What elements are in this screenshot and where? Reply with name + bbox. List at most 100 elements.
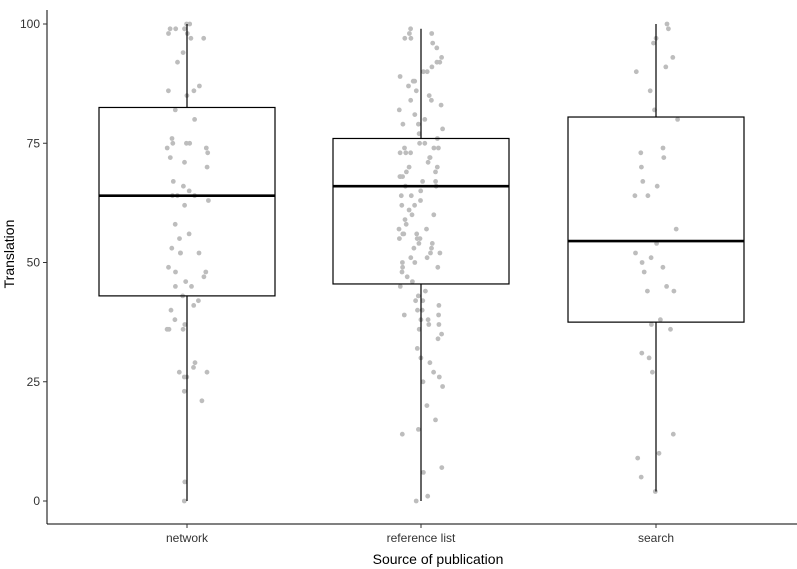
data-point bbox=[434, 45, 440, 51]
data-point bbox=[403, 150, 409, 156]
data-point bbox=[635, 455, 641, 461]
data-point bbox=[192, 360, 198, 366]
data-point bbox=[414, 346, 420, 351]
data-point bbox=[403, 221, 409, 227]
data-point bbox=[173, 269, 178, 275]
data-point bbox=[400, 260, 405, 265]
data-point bbox=[429, 64, 435, 70]
data-point bbox=[183, 279, 189, 284]
iqr-box bbox=[567, 116, 745, 323]
data-point bbox=[416, 427, 421, 432]
data-point bbox=[654, 183, 660, 189]
data-point bbox=[410, 279, 415, 284]
data-point bbox=[426, 322, 432, 327]
data-point bbox=[416, 131, 422, 137]
data-point bbox=[408, 26, 413, 32]
data-point bbox=[196, 250, 202, 256]
data-point bbox=[429, 245, 434, 251]
data-point bbox=[164, 145, 170, 151]
data-point bbox=[436, 145, 441, 151]
data-point bbox=[201, 35, 207, 41]
data-point bbox=[412, 112, 418, 117]
data-point bbox=[186, 188, 192, 194]
data-point bbox=[670, 431, 676, 437]
data-point bbox=[429, 241, 435, 246]
box-search bbox=[567, 24, 745, 492]
data-point bbox=[205, 150, 211, 156]
data-point bbox=[649, 322, 654, 327]
data-point bbox=[172, 107, 178, 113]
data-point bbox=[423, 288, 428, 294]
data-point bbox=[431, 145, 437, 151]
data-point bbox=[433, 179, 438, 184]
data-point bbox=[438, 102, 444, 108]
data-point bbox=[201, 274, 207, 280]
data-point bbox=[408, 193, 414, 199]
data-point bbox=[173, 26, 179, 32]
data-point bbox=[192, 117, 198, 122]
data-point bbox=[632, 193, 638, 199]
data-point bbox=[398, 193, 404, 199]
data-point bbox=[206, 198, 211, 203]
data-point bbox=[668, 326, 673, 332]
data-point bbox=[169, 245, 175, 251]
data-point bbox=[204, 164, 210, 170]
data-point bbox=[422, 140, 428, 146]
data-point bbox=[431, 369, 436, 375]
data-point bbox=[434, 164, 440, 170]
x-axis-title: Source of publication bbox=[373, 551, 504, 567]
data-point bbox=[638, 474, 644, 480]
data-point bbox=[675, 117, 680, 122]
data-point bbox=[182, 159, 187, 165]
data-point bbox=[401, 231, 407, 237]
data-point bbox=[204, 369, 210, 375]
data-point bbox=[666, 26, 671, 32]
data-point bbox=[424, 403, 430, 408]
y-axis-title: Translation bbox=[1, 220, 17, 289]
data-point bbox=[664, 284, 669, 289]
data-point bbox=[184, 140, 189, 146]
box-layer bbox=[98, 24, 745, 501]
data-point bbox=[404, 169, 409, 175]
data-point bbox=[633, 69, 639, 75]
data-point bbox=[166, 88, 171, 94]
data-point bbox=[414, 231, 420, 237]
data-point bbox=[648, 255, 654, 261]
data-point bbox=[203, 269, 209, 275]
data-point bbox=[408, 150, 413, 156]
data-point bbox=[660, 264, 666, 270]
data-point bbox=[413, 298, 418, 304]
data-point bbox=[182, 26, 187, 32]
data-point bbox=[412, 78, 418, 84]
x-tick-label: search bbox=[638, 531, 674, 545]
data-point bbox=[412, 260, 418, 265]
data-point bbox=[670, 55, 676, 60]
data-point bbox=[402, 217, 408, 223]
data-point bbox=[436, 312, 441, 318]
data-point bbox=[639, 164, 644, 170]
data-point bbox=[176, 369, 182, 375]
data-point bbox=[166, 264, 171, 270]
data-point bbox=[187, 140, 193, 146]
data-point bbox=[421, 470, 426, 475]
data-point bbox=[663, 64, 669, 70]
data-point bbox=[188, 35, 194, 41]
data-point bbox=[180, 326, 186, 332]
data-point bbox=[172, 221, 178, 227]
data-point bbox=[420, 179, 425, 184]
data-point bbox=[167, 155, 173, 161]
data-point bbox=[425, 317, 431, 323]
data-point bbox=[408, 255, 414, 261]
data-point bbox=[415, 307, 420, 313]
data-point bbox=[181, 388, 187, 394]
data-point bbox=[166, 31, 171, 36]
data-point bbox=[427, 155, 433, 161]
data-point bbox=[439, 331, 444, 337]
data-point bbox=[404, 274, 410, 280]
data-point bbox=[408, 97, 414, 103]
data-point bbox=[170, 179, 176, 184]
y-tick-label: 50 bbox=[27, 256, 41, 270]
y-axis-ticks: 0 25 50 75 100 bbox=[20, 17, 47, 508]
data-point bbox=[197, 83, 202, 89]
data-point bbox=[182, 479, 188, 485]
